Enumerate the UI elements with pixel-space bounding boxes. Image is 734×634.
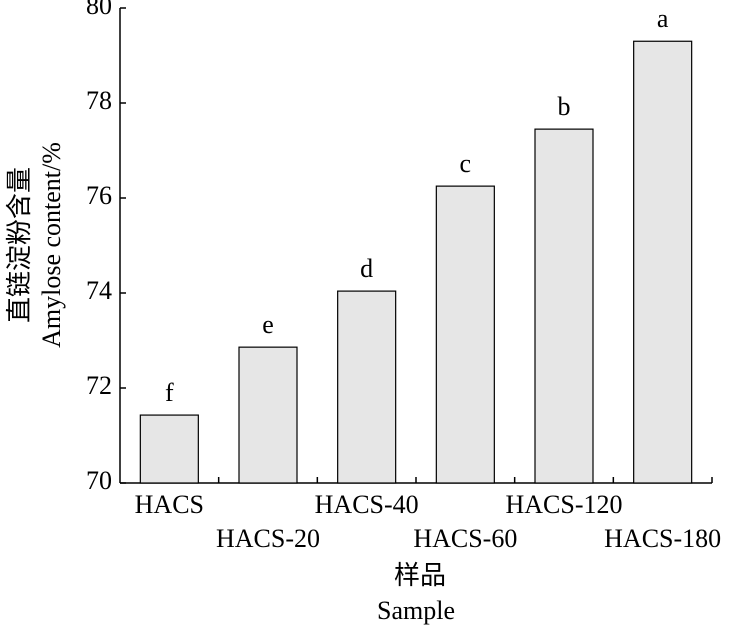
bar: [633, 40, 693, 484]
y-tick-label: 70: [86, 466, 112, 495]
y-tick-label: 72: [86, 371, 112, 400]
bar: [139, 414, 199, 484]
y-tick-label: 80: [86, 0, 112, 20]
x-axis-label: Sample: [377, 596, 455, 625]
x-tick-label: HACS-40: [315, 490, 419, 519]
x-axis-label: 样品: [394, 561, 446, 590]
significance-label: b: [558, 92, 571, 121]
bar: [534, 128, 594, 484]
x-tick-label: HACS-180: [604, 524, 721, 553]
y-axis-label: Amylose content/%: [37, 142, 66, 348]
significance-label: f: [165, 378, 174, 407]
x-tick-label: HACS-60: [413, 524, 517, 553]
y-tick-label: 74: [86, 276, 112, 305]
significance-label: a: [657, 4, 669, 33]
bar: [238, 346, 298, 484]
x-tick-label: HACS-20: [216, 524, 320, 553]
significance-label: d: [360, 254, 373, 283]
x-tick-label: HACS-120: [505, 490, 622, 519]
y-tick-label: 76: [86, 181, 112, 210]
bar: [337, 290, 397, 484]
bar: [435, 185, 495, 484]
significance-label: c: [460, 149, 472, 178]
y-axis-label: 直链淀粉含量: [5, 167, 34, 323]
significance-label: e: [262, 310, 274, 339]
y-tick-label: 78: [86, 86, 112, 115]
x-tick-label: HACS: [135, 490, 204, 519]
